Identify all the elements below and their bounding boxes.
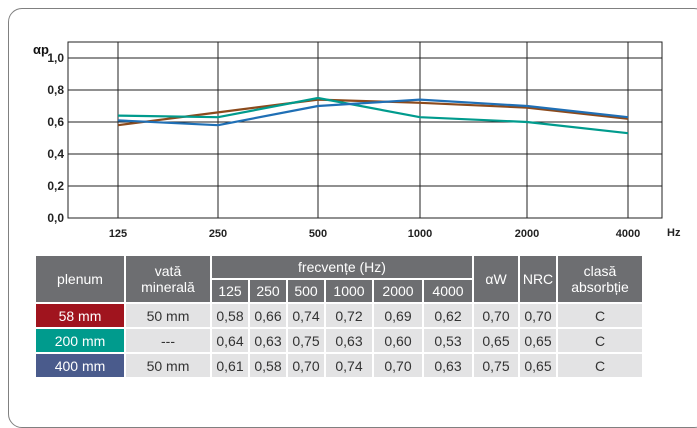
cell-alpha-w: 0,70 [474, 304, 518, 327]
cell-vata: 50 mm [126, 304, 210, 327]
cell-value: 0,58 [212, 304, 248, 327]
header-plenum: plenum [36, 256, 124, 302]
table-row: 200 mm --- 0,64 0,63 0,75 0,63 0,60 0,53… [36, 329, 642, 352]
cell-clasa: C [558, 304, 642, 327]
cell-value: 0,63 [250, 329, 286, 352]
cell-clasa: C [558, 329, 642, 352]
header-freq-125: 125 [212, 280, 248, 302]
cell-value: 0,74 [288, 304, 324, 327]
cell-value: 0,75 [288, 329, 324, 352]
cell-alpha-w: 0,65 [474, 329, 518, 352]
cell-alpha-w: 0,75 [474, 354, 518, 377]
series-lines [117, 96, 629, 135]
row-label-58mm: 58 mm [36, 304, 124, 327]
header-frecvente: frecvențe (Hz) [212, 256, 472, 278]
table-row: 400 mm 50 mm 0,61 0,58 0,70 0,74 0,70 0,… [36, 354, 642, 377]
x-axis-unit: Hz [667, 227, 681, 239]
header-clasa-absorbtie: clasă absorbție [558, 256, 642, 302]
series-line-58mm [117, 98, 629, 127]
row-label-400mm: 400 mm [36, 354, 124, 377]
cell-value: 0,69 [374, 304, 422, 327]
cell-vata: 50 mm [126, 354, 210, 377]
header-nrc: NRC [520, 256, 556, 302]
grid [67, 41, 663, 219]
cell-nrc: 0,65 [520, 354, 556, 377]
cell-value: 0,72 [326, 304, 372, 327]
y-tick-label: 1,0 [47, 51, 64, 65]
header-freq-2000: 2000 [374, 280, 422, 302]
header-alpha-w: αW [474, 256, 518, 302]
cell-value: 0,70 [374, 354, 422, 377]
cell-clasa: C [558, 354, 642, 377]
cell-value: 0,61 [212, 354, 248, 377]
series-line-200mm [117, 96, 629, 135]
y-tick-label: 0,2 [47, 179, 64, 193]
data-table: plenum vată minerală frecvențe (Hz) αW N… [34, 254, 644, 379]
y-tick-labels: 0,0 0,2 0,4 0,6 0,8 1,0 [47, 51, 64, 225]
x-tick-label: 4000 [616, 228, 640, 240]
header-freq-250: 250 [250, 280, 286, 302]
series-line-400mm [117, 98, 629, 127]
y-tick-label: 0,0 [47, 211, 64, 225]
cell-value: 0,53 [424, 329, 472, 352]
y-tick-label: 0,6 [47, 115, 64, 129]
cell-value: 0,74 [326, 354, 372, 377]
cell-value: 0,70 [288, 354, 324, 377]
cell-nrc: 0,70 [520, 304, 556, 327]
cell-value: 0,66 [250, 304, 286, 327]
cell-value: 0,64 [212, 329, 248, 352]
x-tick-labels: 125 250 500 1000 2000 4000 [109, 228, 640, 240]
chart-svg: αp 0,0 0,2 0,4 0,6 0,8 1,0 125 250 500 1000 2000 4… [33, 41, 681, 240]
cell-value: 0,60 [374, 329, 422, 352]
y-axis-label: αp [33, 42, 49, 57]
cell-nrc: 0,65 [520, 329, 556, 352]
x-tick-label: 250 [209, 228, 227, 240]
plot-frame [67, 41, 663, 219]
cell-vata: --- [126, 329, 210, 352]
cell-value: 0,58 [250, 354, 286, 377]
x-tick-label: 125 [109, 228, 127, 240]
y-tick-label: 0,8 [47, 83, 64, 97]
x-tick-label: 2000 [515, 228, 539, 240]
cell-value: 0,63 [326, 329, 372, 352]
x-tick-label: 1000 [408, 228, 432, 240]
cell-value: 0,62 [424, 304, 472, 327]
cell-value: 0,63 [424, 354, 472, 377]
header-freq-4000: 4000 [424, 280, 472, 302]
table-row: 58 mm 50 mm 0,58 0,66 0,74 0,72 0,69 0,6… [36, 304, 642, 327]
header-freq-500: 500 [288, 280, 324, 302]
header-vata-minerala: vată minerală [126, 256, 210, 302]
x-tick-label: 500 [309, 228, 327, 240]
row-label-200mm: 200 mm [36, 329, 124, 352]
header-freq-1000: 1000 [326, 280, 372, 302]
chart: αp 0,0 0,2 0,4 0,6 0,8 1,0 125 250 500 1000 2000 4… [33, 41, 681, 240]
y-tick-label: 0,4 [47, 147, 64, 161]
